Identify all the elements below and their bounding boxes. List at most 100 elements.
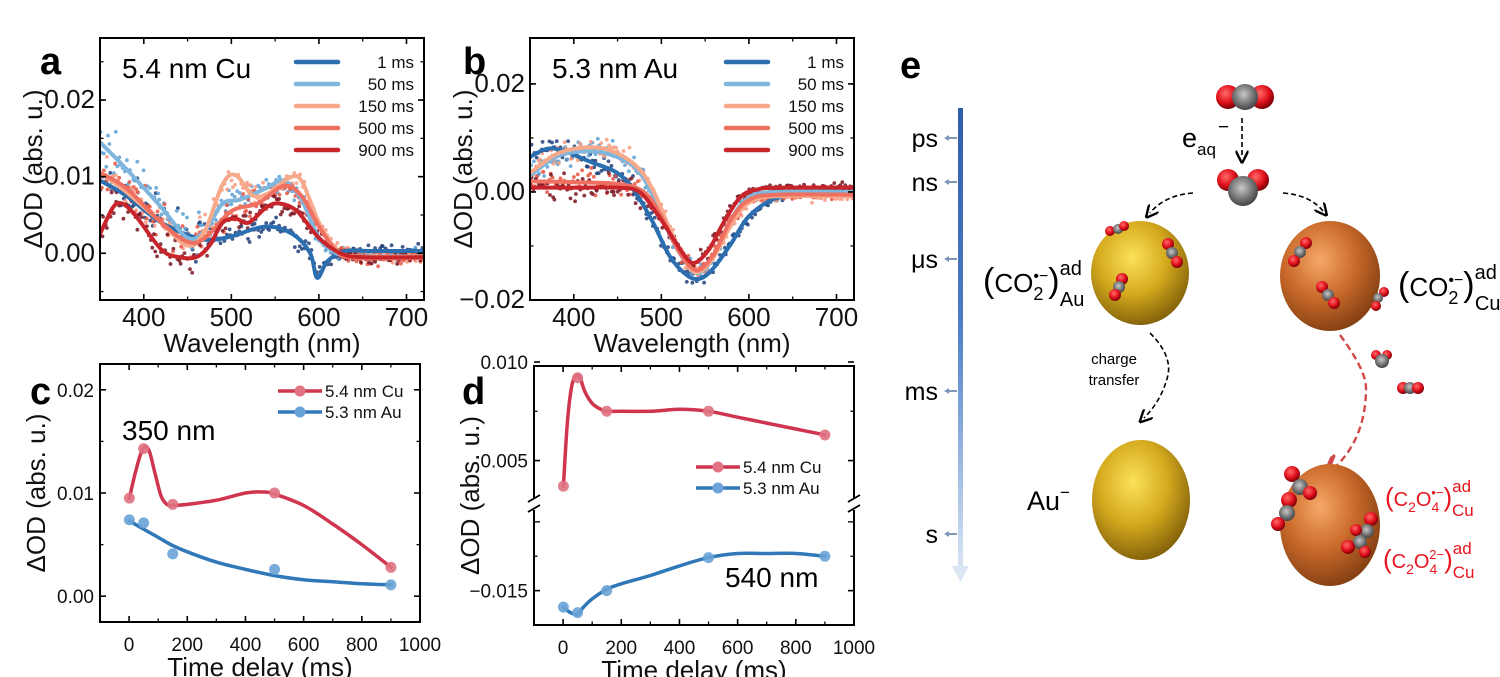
dimerization-arrow [1332,334,1368,470]
data-point [108,171,113,175]
data-point [335,241,340,245]
data-point [244,208,249,213]
arrow-to-au [1150,192,1194,213]
data-marker [557,601,569,613]
y-tick-label: −0.015 [469,582,528,603]
data-point [562,171,566,176]
data-point [100,234,105,239]
data-point [573,199,577,204]
data-point [152,232,156,237]
x-axis-label: Wavelength (nm) [164,328,361,358]
data-point [562,140,567,145]
data-point [247,240,252,244]
fit-line-900-ms [100,200,424,261]
adsorbed-oxalate-icon [1271,466,1317,531]
x-tick-label: 700 [385,302,428,332]
data-point [274,215,278,220]
data-point [336,257,341,261]
data-marker [572,607,584,619]
data-point [168,262,173,266]
data-point [246,237,250,241]
y-tick-label: 0.00 [474,176,525,206]
data-point [154,186,159,190]
legend-label: 5.4 nm Cu [743,458,821,477]
data-point [698,247,703,252]
data-point [373,259,377,264]
data-point [840,180,845,185]
data-point [568,196,573,201]
x-axis-label: Time delay (ms) [167,652,352,677]
data-point [117,175,122,180]
data-point [264,221,269,225]
legend-label: 5.4 nm Cu [325,382,403,401]
panel-d-chart: 0 200 400 600 800 1000 0.010 0.005 −0.015 Time de… [455,353,875,677]
timeline-tick-ms: ms [905,378,957,406]
x-tick-label: 800 [780,638,812,659]
data-point [588,171,593,176]
data-point [537,171,542,176]
data-point [261,180,265,185]
legend-label: 5.3 nm Au [325,403,402,422]
data-point [380,244,385,249]
data-point [111,211,116,216]
arrow-to-cu [1282,192,1323,211]
data-point [585,164,590,169]
data-marker [557,480,569,492]
data-point [248,214,252,219]
y-axis-label: ΔOD (abs. u.) [18,90,48,249]
data-point [829,197,834,202]
data-point [104,164,109,169]
y-tick-label: 0.00 [44,237,95,267]
data-point [190,270,195,275]
data-point [632,182,637,186]
data-point [594,188,599,193]
data-point [552,197,557,202]
fit-line-5.3-nm-Au [127,519,393,587]
data-point [131,185,136,189]
y-axis-label: ΔOD (abs. u.) [21,414,51,573]
adsorbed-co2-icon [1105,221,1129,236]
data-point [554,139,559,144]
data-point [542,174,546,178]
data-point [171,246,176,251]
data-point [545,190,549,195]
y-tick-label: 0.01 [57,484,94,505]
data-point [113,161,117,166]
plot-frame-upper [533,365,855,498]
data-point [619,192,623,197]
data-point [629,176,634,181]
data-point [558,176,563,181]
x-tick-label: 0 [558,638,569,659]
data-point [230,192,235,197]
data-marker [269,487,281,499]
data-point [550,140,554,145]
data-point [586,153,591,158]
data-point [745,222,750,227]
data-point [107,142,112,146]
x-tick-label: 700 [815,302,858,332]
data-point [280,209,285,214]
data-point [102,168,106,173]
data-point [226,170,231,174]
data-point [307,241,311,246]
data-point [297,204,302,209]
x-tick-label: 1000 [399,635,441,656]
data-point [113,130,118,134]
y-tick-label: 0.02 [474,68,525,98]
cu-adsorbate-label: (CO2•−)ad Cu [1398,262,1500,315]
y-tick-label: 0.01 [44,161,95,191]
data-point [545,165,550,169]
adsorbed-co2-icon [1371,287,1389,311]
data-point [135,159,140,164]
data-point [605,190,610,195]
data-point [121,216,126,221]
x-tick-label: 1000 [833,638,875,659]
data-point [572,175,576,179]
data-point [551,161,556,166]
adsorbed-co2-icon [1288,237,1312,267]
data-point [366,243,371,248]
data-point [105,155,109,159]
plot-frame [529,37,855,301]
data-point [400,245,405,249]
data-marker [703,552,715,564]
